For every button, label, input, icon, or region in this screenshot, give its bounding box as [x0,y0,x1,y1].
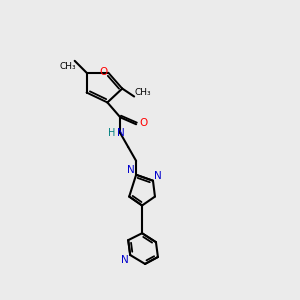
Text: O: O [99,67,108,77]
Text: CH₃: CH₃ [59,62,76,71]
Text: CH₃: CH₃ [135,88,152,97]
Text: O: O [139,118,147,128]
Text: N: N [117,128,125,138]
Text: N: N [127,165,135,175]
Text: N: N [154,171,162,181]
Text: H: H [108,128,115,138]
Text: N: N [122,255,129,265]
